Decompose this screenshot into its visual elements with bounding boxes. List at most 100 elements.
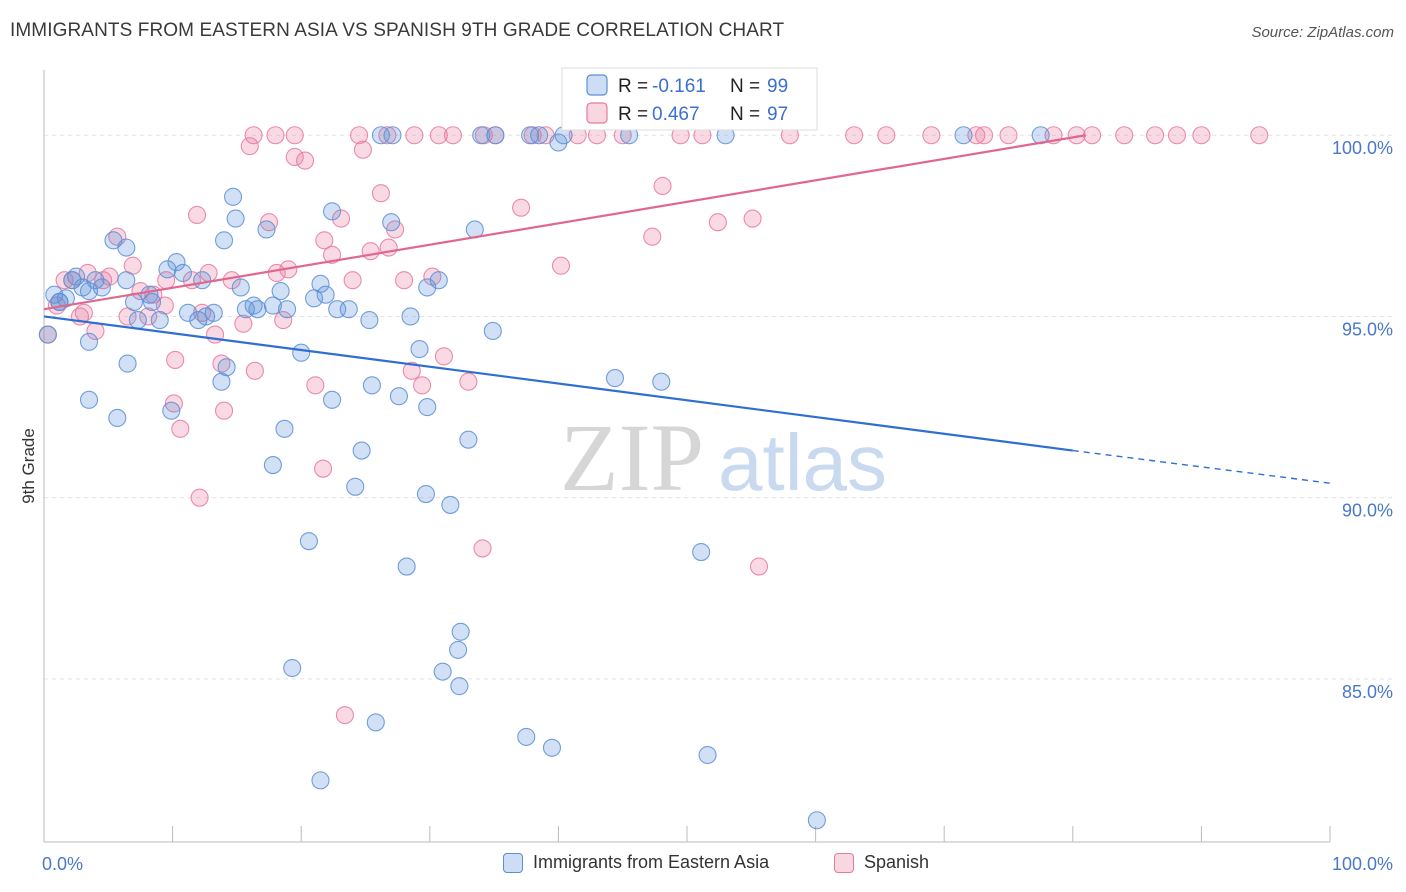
data-point-eastern-asia xyxy=(86,271,105,290)
data-point-eastern-asia xyxy=(67,267,86,286)
data-point-eastern-asia xyxy=(162,401,181,420)
data-point-spanish xyxy=(922,126,941,145)
data-point-spanish xyxy=(190,488,209,507)
data-point-eastern-asia xyxy=(323,390,342,409)
data-point-spanish xyxy=(1192,126,1211,145)
data-point-spanish xyxy=(1167,126,1187,145)
data-point-eastern-asia xyxy=(416,485,435,504)
data-point-eastern-asia xyxy=(339,300,358,319)
data-point-eastern-asia xyxy=(223,187,243,206)
data-point-eastern-asia xyxy=(542,738,562,757)
data-point-eastern-asia xyxy=(483,321,502,341)
legend-label: Spanish xyxy=(864,852,930,872)
data-point-eastern-asia xyxy=(214,231,234,250)
watermark: ZIP atlas xyxy=(560,404,887,511)
series-eastern-asia-points xyxy=(38,126,1050,830)
data-point-eastern-asia xyxy=(118,354,137,373)
data-point-spanish xyxy=(285,147,304,167)
data-point-eastern-asia xyxy=(311,771,330,790)
data-point-spanish xyxy=(187,205,207,225)
trend-line-eastern-asia-extension xyxy=(1072,449,1331,484)
data-point-spanish xyxy=(395,271,414,290)
legend-n-value: 97 xyxy=(767,104,788,125)
data-point-eastern-asia xyxy=(530,126,549,145)
data-point-eastern-asia xyxy=(316,285,335,304)
data-point-eastern-asia xyxy=(108,408,127,427)
data-point-eastern-asia xyxy=(433,662,452,681)
data-point-spanish xyxy=(378,126,397,145)
data-point-spanish xyxy=(139,307,158,326)
data-point-eastern-asia xyxy=(362,376,381,395)
chart-source: Source: ZipAtlas.com xyxy=(1251,24,1394,41)
data-point-eastern-asia xyxy=(117,238,136,257)
data-point-spanish xyxy=(332,209,351,228)
data-point-eastern-asia xyxy=(92,278,111,297)
data-point-spanish xyxy=(443,126,462,145)
data-point-eastern-asia xyxy=(486,126,505,145)
legend-swatch-pink xyxy=(586,102,608,124)
grid-lines xyxy=(44,134,1392,680)
legend-n-value: 99 xyxy=(767,76,788,97)
data-point-eastern-asia xyxy=(397,557,416,576)
data-point-eastern-asia xyxy=(79,390,99,409)
data-point-eastern-asia xyxy=(231,278,250,297)
y-tick-labels: 85.0% 90.0% 95.0% 100.0% xyxy=(1332,138,1393,702)
data-point-eastern-asia xyxy=(167,253,186,272)
data-point-spanish xyxy=(402,361,421,380)
data-point-eastern-asia xyxy=(807,811,826,830)
data-point-eastern-asia xyxy=(150,311,169,330)
data-point-spanish xyxy=(473,539,492,558)
data-point-eastern-asia xyxy=(366,713,385,732)
data-point-spanish xyxy=(999,126,1018,145)
data-point-spanish xyxy=(975,126,994,145)
data-point-spanish xyxy=(371,184,390,203)
data-point-eastern-asia xyxy=(217,358,236,377)
legend-n-label: N = xyxy=(730,104,760,125)
data-point-eastern-asia xyxy=(305,289,324,308)
data-point-spanish xyxy=(171,419,190,438)
data-point-spanish xyxy=(1083,126,1102,145)
data-point-eastern-asia xyxy=(193,271,212,290)
data-point-spanish xyxy=(967,126,986,145)
data-point-spanish xyxy=(845,126,864,145)
legend-r-label: R = xyxy=(618,104,648,125)
data-point-eastern-asia xyxy=(954,126,973,145)
data-point-eastern-asia xyxy=(248,300,267,319)
data-point-eastern-asia xyxy=(142,292,162,312)
legend-item-spanish: Spanish xyxy=(834,852,929,873)
data-point-spanish xyxy=(361,242,380,261)
data-point-spanish xyxy=(259,213,279,232)
data-point-eastern-asia xyxy=(382,213,401,232)
data-point-spanish xyxy=(285,126,304,145)
data-point-spanish xyxy=(877,126,896,145)
data-point-eastern-asia xyxy=(292,343,311,362)
legend-item-eastern-asia: Immigrants from Eastern Asia xyxy=(503,852,769,873)
data-point-eastern-asia xyxy=(158,260,177,279)
data-point-eastern-asia xyxy=(204,303,223,322)
data-point-eastern-asia xyxy=(299,532,318,551)
data-point-eastern-asia xyxy=(441,495,460,514)
data-point-eastern-asia xyxy=(178,303,198,322)
data-point-eastern-asia xyxy=(226,209,245,228)
data-point-eastern-asia xyxy=(283,658,302,678)
data-point-spanish xyxy=(244,126,263,145)
legend-frame xyxy=(561,67,818,131)
data-point-spanish xyxy=(306,376,325,395)
data-point-spanish xyxy=(743,209,762,228)
data-point-spanish xyxy=(274,311,293,330)
data-point-eastern-asia xyxy=(692,542,711,562)
data-point-eastern-asia xyxy=(323,202,342,221)
legend-r-label: R = xyxy=(618,76,648,97)
data-point-spanish xyxy=(653,176,672,196)
data-point-eastern-asia xyxy=(38,325,57,344)
data-point-spanish xyxy=(512,198,531,217)
axes xyxy=(43,70,1331,843)
data-point-spanish xyxy=(314,459,333,478)
data-point-eastern-asia xyxy=(449,640,468,659)
data-point-spanish xyxy=(350,126,369,145)
data-point-eastern-asia xyxy=(271,282,290,301)
data-point-eastern-asia xyxy=(346,477,365,496)
data-point-eastern-asia xyxy=(117,271,136,290)
data-point-spanish xyxy=(1146,126,1165,145)
